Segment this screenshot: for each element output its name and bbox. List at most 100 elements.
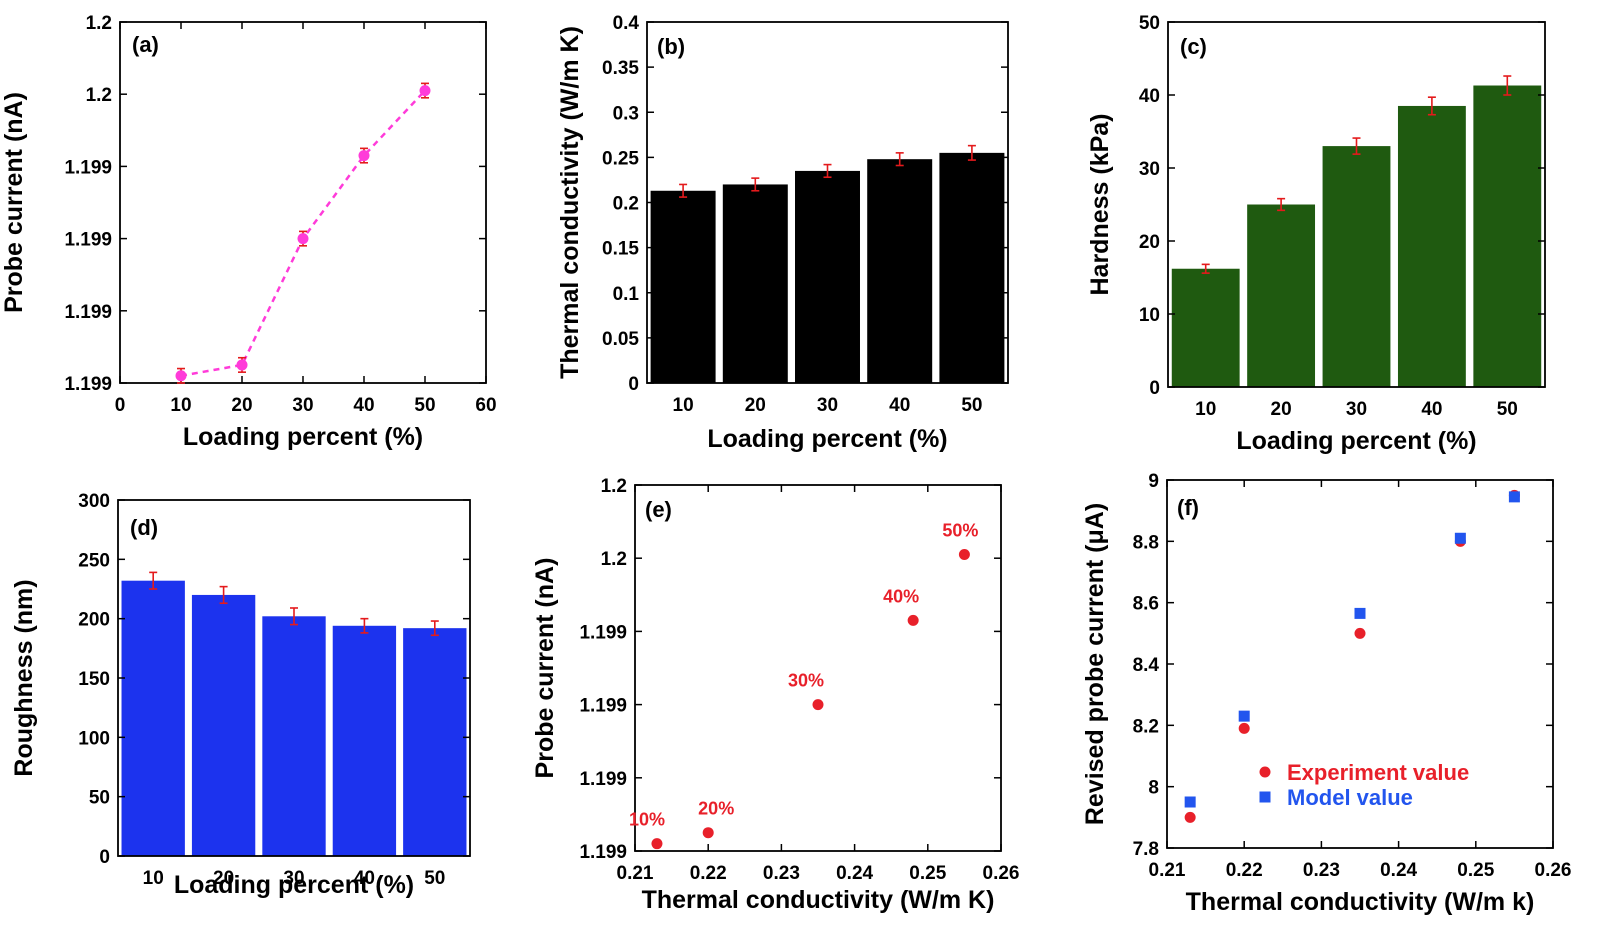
- panel-label: (b): [657, 34, 685, 59]
- data-point: [1184, 811, 1196, 823]
- data-point-square: [1454, 532, 1466, 544]
- point-annotation: 50%: [942, 521, 978, 541]
- x-tick-label: 10: [673, 395, 694, 416]
- y-tick-label: 1.2: [601, 476, 627, 497]
- x-tick-label: 20: [1271, 399, 1292, 420]
- x-tick-label: 10: [170, 395, 191, 416]
- y-tick-label: 0.25: [602, 148, 639, 169]
- data-point: [907, 614, 919, 626]
- bar: [121, 580, 185, 856]
- y-tick-label: 1.2: [601, 549, 627, 570]
- x-tick-label: 0.23: [763, 863, 800, 884]
- x-tick-label: 40: [1421, 399, 1442, 420]
- bar: [403, 628, 467, 856]
- y-tick-label: 8.8: [1133, 532, 1159, 553]
- y-tick-label: 8.6: [1133, 594, 1159, 615]
- y-tick-label: 30: [1139, 159, 1160, 180]
- x-tick-label: 30: [283, 868, 304, 889]
- point-annotation: 30%: [788, 671, 824, 691]
- x-tick-label: 40: [354, 868, 375, 889]
- bar: [1247, 204, 1316, 387]
- x-tick-label: 20: [745, 395, 766, 416]
- y-tick-label: 1.199: [579, 622, 627, 643]
- panel-label: (d): [130, 515, 158, 540]
- y-axis-label: Roughness (nm): [10, 579, 38, 776]
- data-point: [1354, 627, 1366, 639]
- bar: [262, 616, 326, 856]
- data-point-square: [1354, 607, 1366, 619]
- x-tick-label: 0.24: [836, 863, 873, 884]
- panel-a-plot-frame: [119, 21, 487, 384]
- y-tick-label: 1.199: [64, 230, 112, 251]
- y-tick-label: 8.4: [1133, 655, 1160, 676]
- bar: [650, 190, 716, 383]
- bar: [191, 594, 256, 856]
- x-tick-label: 50: [961, 395, 982, 416]
- panel-d: 10 20 30 40 50 0 50 100 150 200 250 300 Roughness (n…: [10, 491, 471, 899]
- data-point: [958, 549, 970, 561]
- panel-label: (f): [1177, 495, 1199, 520]
- y-tick-label: 250: [78, 550, 110, 571]
- y-tick-label: 0: [1149, 378, 1160, 399]
- data-point: [358, 150, 370, 162]
- y-tick-label: 10: [1139, 305, 1160, 326]
- y-tick-label: 0.15: [602, 239, 639, 260]
- x-tick-label: 10: [1195, 399, 1216, 420]
- y-tick-label: 150: [78, 669, 110, 690]
- data-point: [702, 827, 714, 839]
- bar: [1322, 146, 1391, 387]
- legend-label: Experiment value: [1287, 760, 1469, 785]
- data-point: [236, 359, 248, 371]
- panel-label: (a): [132, 32, 159, 57]
- panel-label: (e): [645, 497, 672, 522]
- y-tick-label: 0.3: [613, 103, 639, 124]
- point-annotation: 10%: [629, 810, 665, 830]
- x-tick-label: 40: [889, 395, 910, 416]
- y-tick-label: 200: [78, 610, 110, 631]
- data-point: [175, 370, 187, 382]
- panel-f: 0.21 0.22 0.23 0.24 0.25 0.26 7.8 8 8.2 8.4 8.6 8.8…: [1081, 471, 1571, 916]
- y-tick-label: 1.199: [579, 769, 627, 790]
- x-tick-label: 0: [115, 395, 126, 416]
- x-tick-label: 20: [213, 868, 234, 889]
- x-tick-label: 0.22: [690, 863, 727, 884]
- x-tick-label: 40: [353, 395, 374, 416]
- data-point-square: [1184, 796, 1196, 808]
- x-tick-label: 0.21: [1149, 860, 1186, 881]
- x-tick-label: 0.23: [1303, 860, 1340, 881]
- x-tick-label: 50: [424, 868, 445, 889]
- y-axis-label: Hardness (kPa): [1086, 113, 1114, 295]
- x-tick-label: 0.22: [1226, 860, 1263, 881]
- x-axis-label: Loading percent (%): [183, 423, 423, 451]
- x-axis-label: Loading percent (%): [174, 871, 414, 899]
- x-axis-label: Thermal conductivity (W/m k): [1186, 888, 1535, 916]
- bar: [1397, 105, 1466, 387]
- panel-e: 0.21 0.22 0.23 0.24 0.25 0.261.1991.1991.1991…: [531, 476, 1019, 914]
- y-tick-label: 20: [1139, 232, 1160, 253]
- x-tick-label: 0.25: [1457, 860, 1494, 881]
- x-tick-label: 0.26: [983, 863, 1020, 884]
- y-tick-label: 0.4: [613, 13, 640, 34]
- y-tick-label: 7.8: [1133, 839, 1159, 860]
- x-axis-label: Loading percent (%): [707, 425, 947, 453]
- bar: [332, 625, 397, 856]
- y-tick-label: 0: [99, 847, 110, 868]
- x-tick-label: 0.21: [617, 863, 654, 884]
- point-annotation: 20%: [698, 799, 734, 819]
- y-tick-label: 100: [78, 728, 110, 749]
- data-point: [812, 699, 824, 711]
- x-tick-label: 20: [231, 395, 252, 416]
- bar: [939, 152, 1005, 383]
- bar: [1171, 268, 1240, 387]
- panel-c: 10 20 30 40 50 0 10 20 30 40 50 Hardness (kPa) Loadi…: [1086, 13, 1546, 455]
- y-tick-label: 8: [1148, 778, 1159, 799]
- point-annotation: 40%: [883, 586, 919, 606]
- x-tick-label: 60: [475, 395, 496, 416]
- y-tick-label: 8.2: [1133, 716, 1159, 737]
- y-axis-label: Revised probe current (μA): [1081, 503, 1109, 825]
- x-tick-label: 0.26: [1535, 860, 1572, 881]
- y-axis-label: Probe current (nA): [531, 558, 559, 779]
- bar: [1473, 85, 1542, 387]
- x-tick-label: 30: [1346, 399, 1367, 420]
